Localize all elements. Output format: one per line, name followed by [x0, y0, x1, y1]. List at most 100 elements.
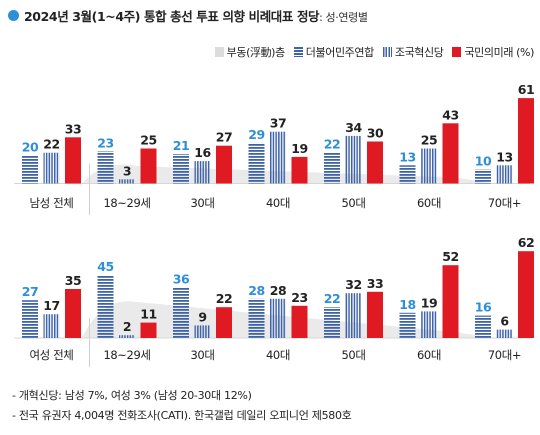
- legend-swatch-floating: [214, 47, 224, 57]
- legend-swatch-minju: [293, 47, 303, 57]
- chart-title: 2024년 3월(1~4주) 통합 총선 투표 의향 비례대표 정당: 성·연령…: [24, 6, 368, 25]
- value-label-joguk-70plus: 6: [500, 314, 509, 329]
- value-label-ppp-70plus: 62: [518, 235, 534, 250]
- bar-ppp-40s: [291, 156, 308, 184]
- bar-ppp-30s: [216, 145, 232, 184]
- bar-joguk-60s: [421, 311, 437, 338]
- value-label-minju-50s: 22: [324, 137, 340, 152]
- bar-minju-40s: [248, 298, 265, 338]
- chart-title-sub: : 성·연령별: [319, 11, 368, 24]
- value-label-ppp-70plus: 61: [518, 82, 534, 97]
- value-label-minju-70plus: 16: [475, 300, 492, 315]
- value-label-minju-30s: 21: [173, 138, 189, 153]
- chart-area: 20 22 33 남성 전체 23 3 25 18~29세 21 16 27 30대 2 9 37 19 40대…: [14, 82, 535, 367]
- category-label-30s: 30대: [190, 348, 214, 362]
- bar-joguk-18-29: [119, 335, 135, 338]
- bar-ppp-70plus: [518, 251, 534, 338]
- value-label-minju-70plus: 10: [475, 154, 492, 169]
- legend-label-ppp: 국민의미래 (%): [464, 46, 534, 59]
- value-label-joguk-60s: 19: [421, 295, 437, 310]
- bar-minju-18-29: [97, 275, 114, 338]
- value-label-ppp-30s: 27: [216, 130, 232, 145]
- bar-joguk-18-29: [119, 179, 135, 184]
- bar-joguk-70plus: [496, 329, 513, 338]
- value-label-joguk-40s: 28: [270, 283, 286, 298]
- value-label-ppp-50s: 33: [367, 276, 383, 291]
- value-label-minju-30s: 36: [173, 272, 190, 287]
- bar-minju-50s: [324, 307, 340, 338]
- category-label-60s: 60대: [417, 348, 441, 362]
- bar-ppp-18-29: [140, 148, 157, 184]
- panel-male: 20 22 33 남성 전체 23 3 25 18~29세 21 16 27 30대 29 37 19 40대…: [14, 82, 535, 215]
- bar-joguk-30s: [194, 325, 211, 338]
- bar-ppp-18-29: [140, 322, 157, 338]
- value-label-minju-total: 27: [22, 284, 38, 299]
- value-label-joguk-18-29: 2: [123, 319, 131, 334]
- value-label-ppp-40s: 19: [291, 141, 307, 156]
- category-label-total: 남성 전체: [30, 196, 74, 210]
- value-label-joguk-50s: 34: [345, 120, 362, 135]
- legend: 부동(浮動)층 더불어민주연합 조국혁신당 국민의미래 (%): [120, 44, 534, 60]
- footnote-2: - 전국 유권자 4,004명 전화조사(CATI). 한국갤럽 데일리 오피니…: [12, 409, 352, 422]
- value-label-ppp-50s: 30: [367, 126, 384, 141]
- value-label-minju-60s: 18: [399, 297, 415, 312]
- legend-item-minju: 더불어민주연합: [293, 44, 374, 60]
- value-label-joguk-total: 22: [43, 137, 59, 152]
- category-label-total: 여성 전체: [30, 348, 74, 362]
- bar-minju-total: [22, 155, 38, 184]
- value-label-ppp-total: 35: [65, 273, 81, 288]
- bar-minju-60s: [399, 312, 416, 338]
- value-label-minju-18-29: 45: [97, 259, 113, 274]
- category-label-70plus: 70대+: [488, 196, 521, 210]
- value-label-ppp-40s: 23: [291, 290, 307, 305]
- legend-swatch-ppp: [452, 47, 462, 57]
- bar-minju-30s: [173, 154, 189, 184]
- bar-minju-70plus: [475, 315, 491, 338]
- bar-minju-30s: [173, 287, 189, 338]
- bar-joguk-50s: [345, 293, 362, 338]
- value-label-minju-18-29: 23: [97, 135, 113, 150]
- bar-minju-40s: [248, 142, 265, 184]
- category-label-40s: 40대: [266, 348, 290, 362]
- value-label-minju-total: 20: [22, 140, 39, 155]
- bar-minju-50s: [324, 152, 340, 184]
- legend-item-joguk: 조국혁신당: [382, 44, 444, 60]
- bar-joguk-40s: [270, 298, 286, 338]
- legend-item-floating: 부동(浮動)층: [214, 44, 285, 60]
- bar-ppp-60s: [442, 123, 459, 184]
- legend-swatch-joguk: [382, 47, 392, 57]
- category-label-70plus: 70대+: [488, 348, 521, 362]
- bar-joguk-50s: [345, 135, 362, 184]
- bar-ppp-50s: [367, 291, 383, 338]
- value-label-joguk-40s: 37: [270, 116, 286, 131]
- value-label-joguk-30s: 16: [194, 145, 211, 160]
- bar-ppp-total: [65, 137, 81, 184]
- value-label-ppp-30s: 22: [216, 291, 232, 306]
- value-label-joguk-70plus: 13: [496, 149, 512, 164]
- value-label-joguk-total: 17: [43, 298, 59, 313]
- value-label-joguk-18-29: 3: [123, 163, 131, 178]
- category-label-40s: 40대: [266, 196, 290, 210]
- bar-ppp-70plus: [518, 98, 534, 184]
- bar-joguk-40s: [270, 131, 286, 184]
- bar-ppp-total: [65, 289, 81, 338]
- footnote-1: - 개혁신당: 남성 7%, 여성 3% (남성 20-30대 12%): [12, 389, 252, 402]
- chart-title-main: 2024년 3월(1~4주) 통합 총선 투표 의향 비례대표 정당: [24, 9, 320, 24]
- category-label-18-29: 18~29세: [103, 196, 150, 210]
- bar-minju-total: [22, 300, 38, 338]
- category-label-50s: 50대: [341, 196, 365, 210]
- value-label-ppp-18-29: 11: [140, 307, 156, 322]
- value-label-joguk-30s: 9: [198, 309, 206, 324]
- value-label-minju-40s: 28: [248, 283, 264, 298]
- bar-minju-18-29: [97, 151, 114, 184]
- bar-ppp-50s: [367, 141, 383, 184]
- category-label-50s: 50대: [341, 348, 365, 362]
- legend-label-joguk: 조국혁신당: [394, 46, 444, 59]
- value-label-ppp-60s: 52: [442, 249, 458, 264]
- value-label-minju-60s: 13: [399, 149, 415, 164]
- bar-ppp-40s: [291, 305, 308, 338]
- value-label-ppp-60s: 43: [442, 107, 458, 122]
- bar-ppp-60s: [442, 265, 459, 338]
- value-label-ppp-18-29: 25: [140, 133, 156, 148]
- value-label-joguk-60s: 25: [421, 133, 437, 148]
